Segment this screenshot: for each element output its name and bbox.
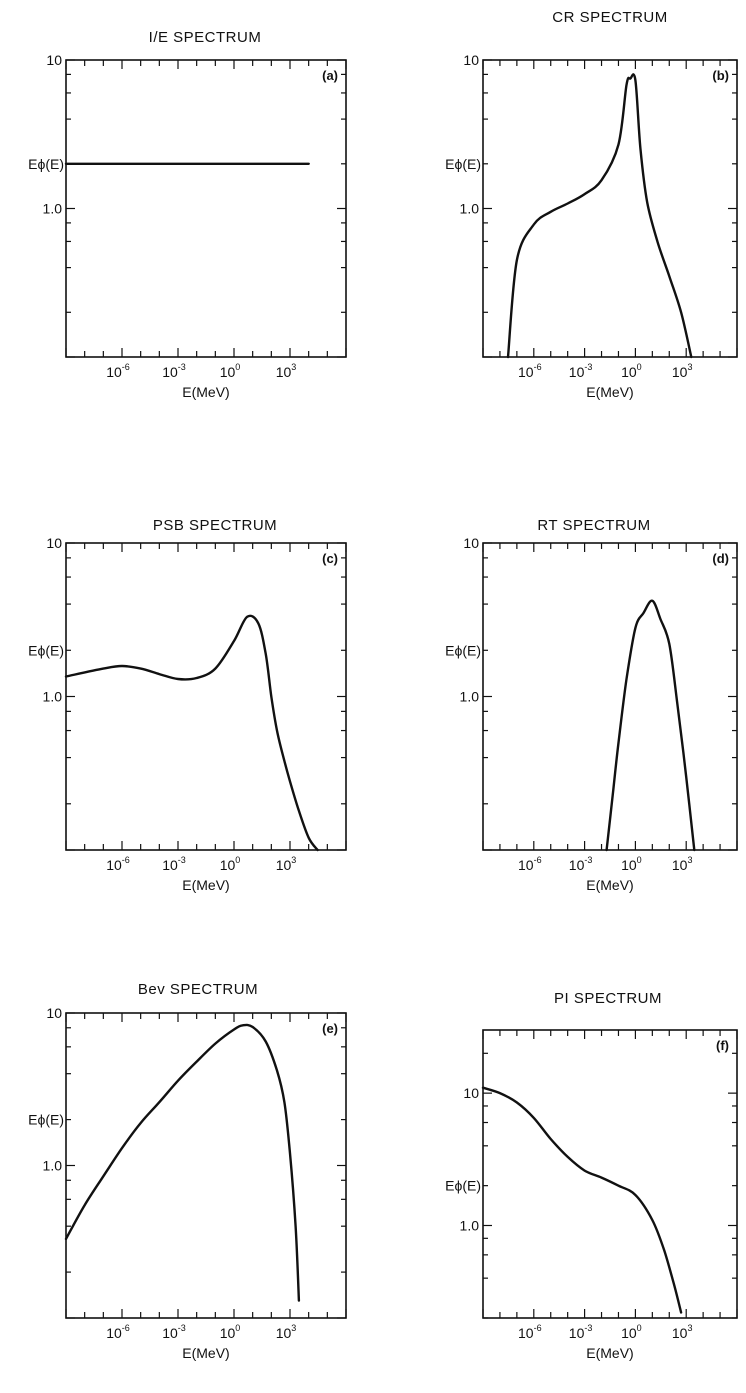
chart-panel-1: 10-6 10-3 100 103 1.0 10 I/E SPECTRUM (a) E(MeV)… — [28, 29, 347, 400]
x-tick-label: 10-6 — [106, 362, 130, 380]
y-tick-label: 1.0 — [43, 201, 63, 217]
x-tick-label: 100 — [220, 362, 241, 380]
x-tick-label: 103 — [672, 1323, 693, 1341]
y-axis-label: Eϕ(E) — [445, 1178, 481, 1194]
x-axis-label: E(MeV) — [182, 877, 229, 893]
x-tick-label: 100 — [220, 855, 241, 873]
chart-panel-2: 10-6 10-3 100 103 1.0 10 CR SPECTRUM (b) E(MeV) E… — [445, 9, 738, 400]
x-tick-label: 10-6 — [518, 1323, 542, 1341]
x-axis-label: E(MeV) — [182, 384, 229, 400]
y-tick-label: 10 — [463, 535, 479, 551]
chart-title: Bev SPECTRUM — [138, 981, 258, 998]
y-tick-label: 10 — [46, 52, 62, 68]
y-axis-label: Eϕ(E) — [28, 642, 64, 658]
chart-title: CR SPECTRUM — [552, 9, 668, 26]
plot-frame — [482, 542, 738, 851]
spectrum-curve — [64, 614, 319, 852]
x-axis-label: E(MeV) — [586, 384, 633, 400]
x-tick-label: 10-6 — [106, 855, 130, 873]
x-tick-label: 103 — [672, 362, 693, 380]
plot-frame — [65, 1012, 347, 1319]
x-tick-label: 100 — [220, 1323, 241, 1341]
chart-panel-3: 10-6 10-3 100 103 1.0 10 PSB SPECTRUM (c) E(MeV)… — [28, 517, 347, 893]
chart-panel-6: 10-6 10-3 100 103 1.0 10 PI SPECTRUM (f) E(MeV) E… — [445, 990, 738, 1361]
y-axis-label: Eϕ(E) — [445, 642, 481, 658]
x-tick-label: 10-6 — [518, 362, 542, 380]
plot-frame — [482, 1029, 738, 1319]
x-axis-label: E(MeV) — [586, 877, 633, 893]
x-tick-label: 10-3 — [569, 362, 593, 380]
spectrum-curve — [506, 73, 693, 359]
x-tick-label: 10-3 — [162, 362, 186, 380]
plot-frame — [65, 542, 347, 851]
panel-label: (b) — [712, 68, 729, 83]
x-axis-label: E(MeV) — [182, 1345, 229, 1361]
x-tick-label: 100 — [621, 362, 642, 380]
x-tick-label: 103 — [672, 855, 693, 873]
y-tick-label: 10 — [46, 535, 62, 551]
panel-label: (e) — [322, 1021, 338, 1036]
x-axis-label: E(MeV) — [586, 1345, 633, 1361]
x-tick-label: 103 — [276, 855, 297, 873]
x-tick-label: 100 — [621, 855, 642, 873]
x-tick-label: 103 — [276, 362, 297, 380]
x-tick-label: 10-3 — [569, 1323, 593, 1341]
y-tick-label: 1.0 — [43, 689, 63, 705]
y-tick-label: 10 — [46, 1005, 62, 1021]
y-tick-label: 10 — [463, 1085, 479, 1101]
y-axis-label: Eϕ(E) — [28, 156, 64, 172]
panel-label: (d) — [712, 551, 729, 566]
y-tick-label: 1.0 — [460, 1217, 480, 1233]
spectrum-curve — [605, 599, 696, 852]
chart-title: RT SPECTRUM — [537, 517, 650, 534]
spectrum-curve — [64, 1023, 301, 1302]
y-tick-label: 1.0 — [43, 1158, 63, 1174]
x-tick-label: 10-3 — [162, 1323, 186, 1341]
y-axis-label: Eϕ(E) — [28, 1112, 64, 1128]
y-tick-label: 10 — [463, 52, 479, 68]
x-tick-label: 100 — [621, 1323, 642, 1341]
chart-title: PSB SPECTRUM — [153, 517, 277, 534]
y-tick-label: 1.0 — [460, 201, 480, 217]
panel-label: (a) — [322, 68, 338, 83]
x-tick-label: 103 — [276, 1323, 297, 1341]
x-tick-label: 10-6 — [518, 855, 542, 873]
y-axis-label: Eϕ(E) — [445, 156, 481, 172]
chart-panel-5: 10-6 10-3 100 103 1.0 10 Bev SPECTRUM (e) E(MeV)… — [28, 981, 347, 1361]
plot-frame — [65, 59, 347, 358]
chart-title: I/E SPECTRUM — [149, 29, 262, 46]
panel-label: (f) — [716, 1038, 729, 1053]
x-tick-label: 10-3 — [569, 855, 593, 873]
x-tick-label: 10-3 — [162, 855, 186, 873]
x-tick-label: 10-6 — [106, 1323, 130, 1341]
chart-panel-4: 10-6 10-3 100 103 1.0 10 RT SPECTRUM (d) E(MeV) E… — [445, 517, 738, 893]
chart-title: PI SPECTRUM — [554, 990, 662, 1007]
spectrum-curve — [481, 1086, 683, 1314]
y-tick-label: 1.0 — [460, 689, 480, 705]
panel-label: (c) — [322, 551, 338, 566]
plot-frame — [482, 59, 738, 358]
